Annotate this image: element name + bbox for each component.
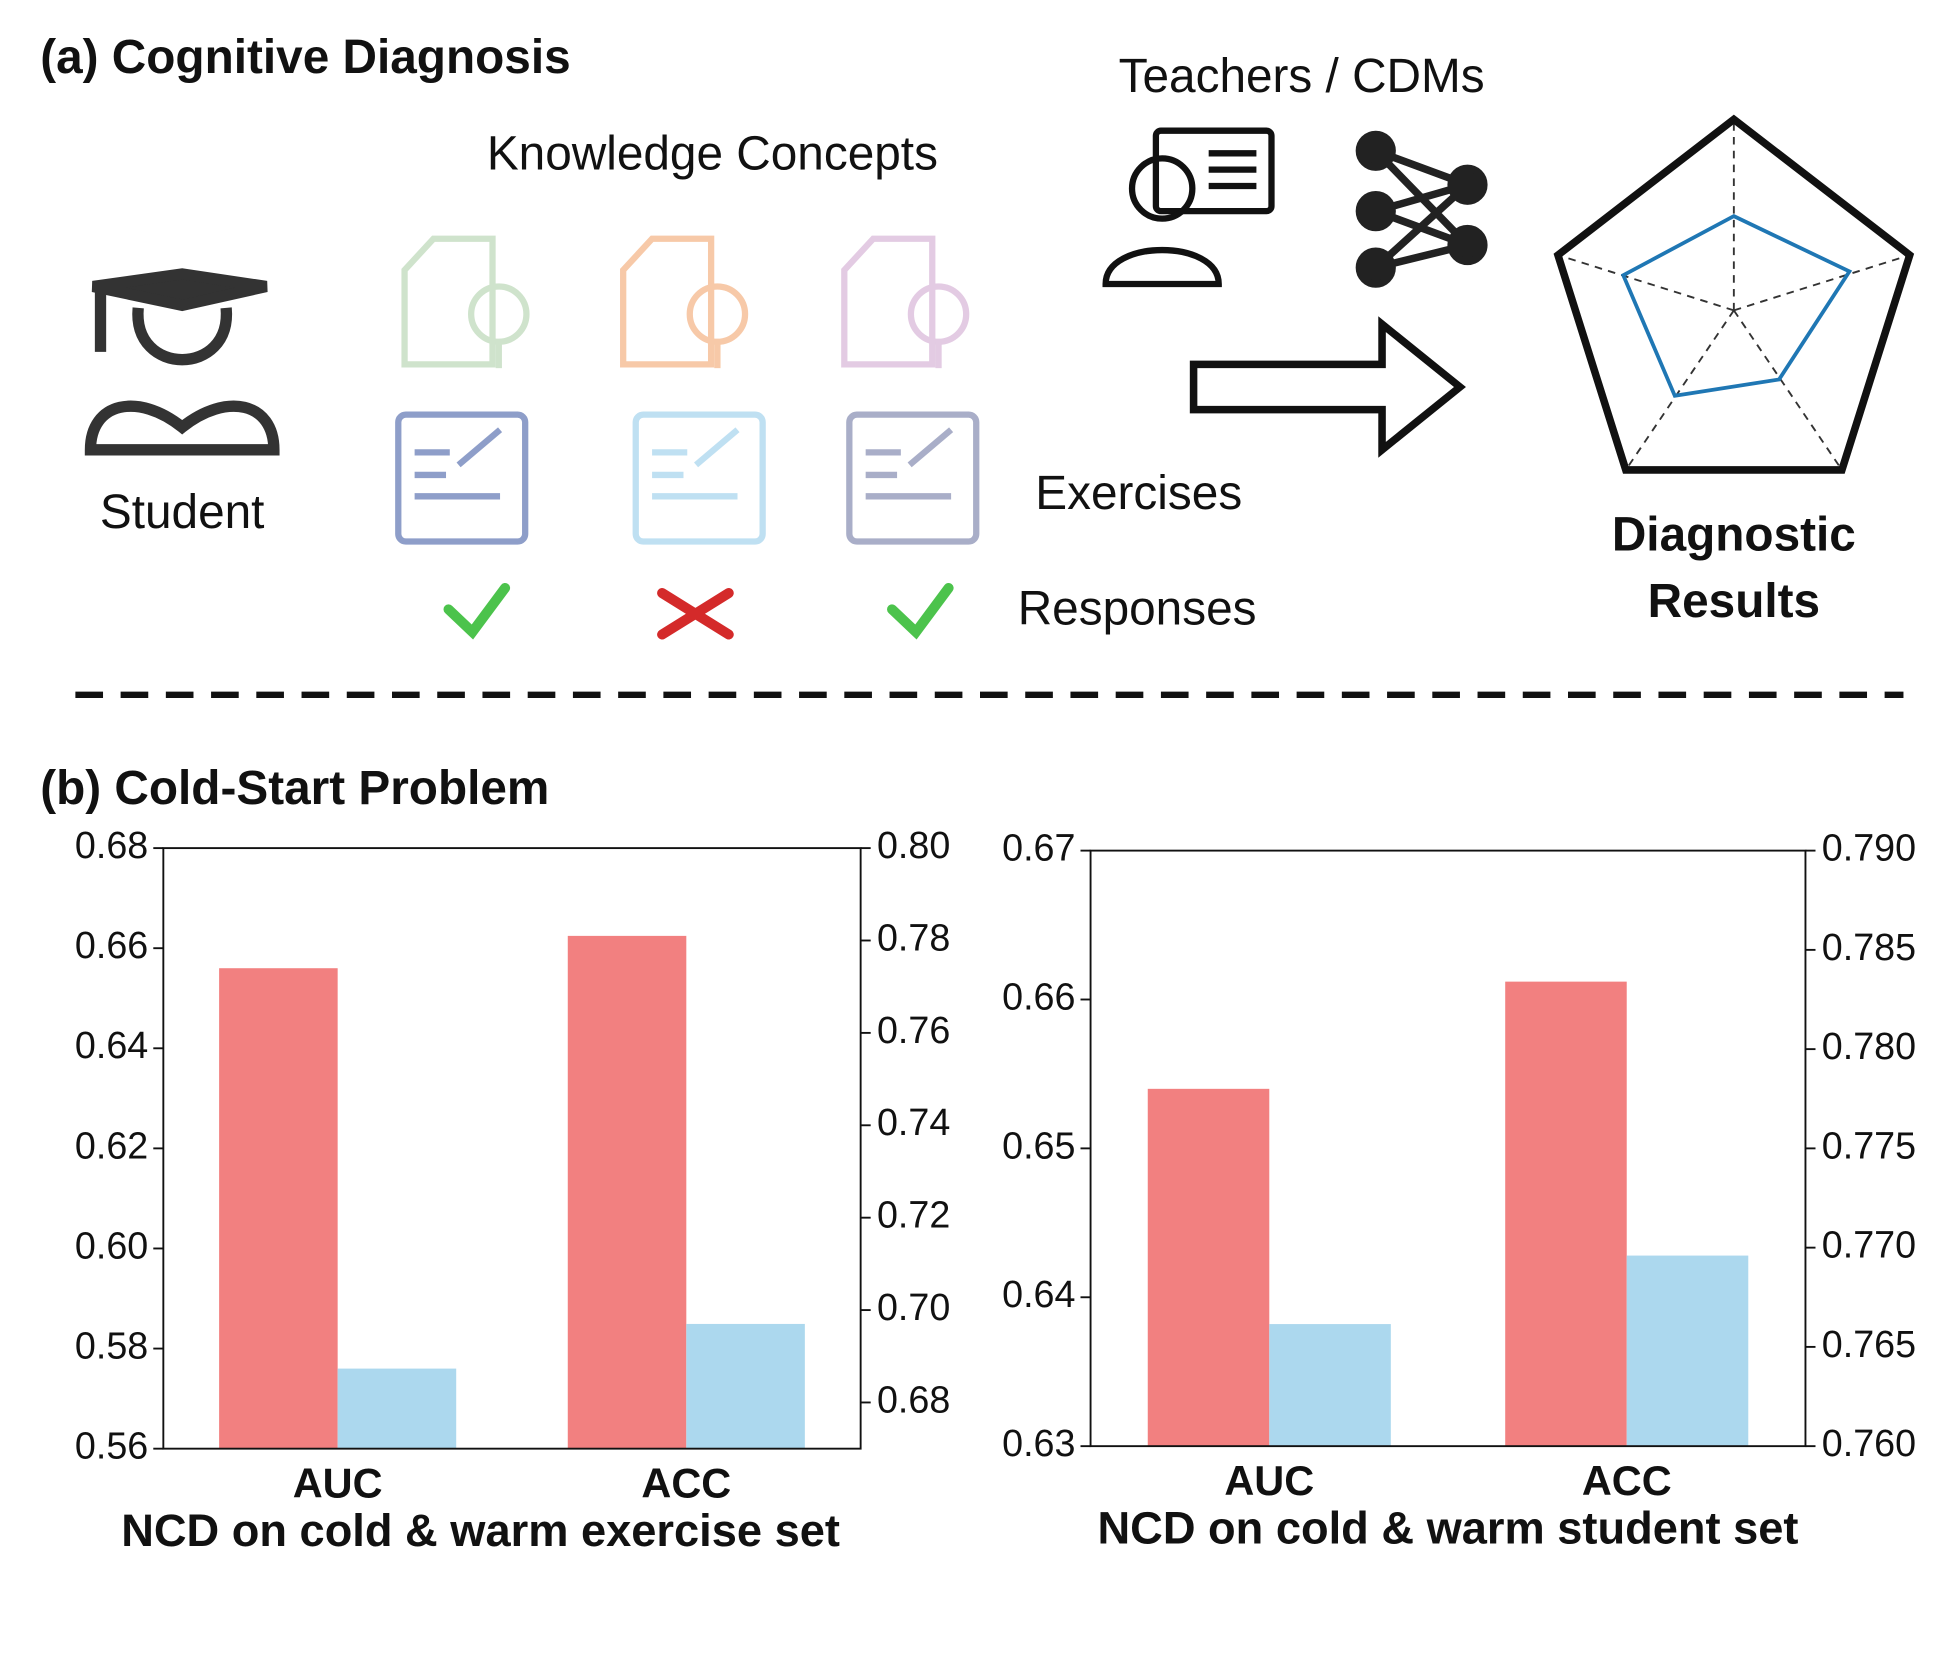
bar — [686, 1323, 805, 1449]
x-tick-label: ACC — [1582, 1457, 1672, 1504]
y2-tick-label: 0.790 — [1822, 827, 1916, 869]
x-tick-label: AUC — [1224, 1457, 1314, 1504]
x-tick-label: AUC — [293, 1459, 383, 1506]
y-tick-label: 0.65 — [1002, 1124, 1075, 1166]
y-tick-label: 0.64 — [75, 1024, 148, 1066]
bar — [1626, 1255, 1749, 1447]
radar — [1553, 114, 1915, 474]
exercise-icons — [395, 411, 980, 545]
y-tick-label: 0.66 — [75, 924, 148, 966]
label: Student — [100, 486, 265, 539]
label: Teachers / CDMs — [1119, 50, 1485, 103]
student-icon — [84, 268, 280, 456]
label: Knowledge Concepts — [487, 128, 938, 181]
y2-tick-label: 0.76 — [877, 1009, 950, 1051]
concept-icons — [401, 235, 970, 369]
teacher-icon — [1102, 127, 1275, 288]
bar — [1269, 1324, 1391, 1447]
y-tick-label: 0.66 — [1002, 975, 1075, 1017]
y2-tick-label: 0.765 — [1822, 1323, 1916, 1365]
label: Diagnostic — [1612, 508, 1856, 561]
bar — [219, 968, 338, 1449]
y-tick-label: 0.58 — [75, 1325, 148, 1367]
y2-tick-label: 0.770 — [1822, 1224, 1916, 1266]
y-tick-label: 0.68 — [75, 824, 148, 866]
response-icons — [443, 583, 954, 640]
bar — [567, 935, 687, 1449]
bar — [337, 1368, 457, 1449]
label: Results — [1648, 575, 1820, 628]
y-tick-label: 0.62 — [75, 1124, 148, 1166]
bar — [1147, 1088, 1270, 1447]
y2-tick-label: 0.78 — [877, 916, 950, 958]
y2-tick-label: 0.74 — [877, 1101, 950, 1143]
label: Exercises — [1035, 467, 1242, 520]
y2-tick-label: 0.80 — [877, 824, 950, 866]
y-tick-label: 0.63 — [1002, 1422, 1075, 1464]
network-icon — [1355, 130, 1488, 288]
panel-title: (b) Cold-Start Problem — [40, 762, 549, 815]
y2-tick-label: 0.72 — [877, 1194, 950, 1236]
y2-tick-label: 0.760 — [1822, 1422, 1916, 1464]
y2-tick-label: 0.70 — [877, 1286, 950, 1328]
bar — [1505, 981, 1627, 1447]
y-tick-label: 0.56 — [75, 1425, 148, 1467]
arrow — [1189, 316, 1466, 458]
label: Responses — [1018, 583, 1257, 636]
panel-title: (a) Cognitive Diagnosis — [40, 31, 570, 84]
x-axis-title: NCD on cold & warm student set — [1098, 1503, 1799, 1554]
y2-tick-label: 0.780 — [1822, 1025, 1916, 1067]
x-tick-label: ACC — [641, 1459, 731, 1506]
y2-tick-label: 0.785 — [1822, 926, 1916, 968]
y-tick-label: 0.64 — [1002, 1273, 1075, 1315]
y-tick-label: 0.60 — [75, 1224, 148, 1266]
y2-tick-label: 0.775 — [1822, 1124, 1916, 1166]
x-axis-title: NCD on cold & warm exercise set — [121, 1505, 840, 1556]
y2-tick-label: 0.68 — [877, 1378, 950, 1420]
y-tick-label: 0.67 — [1002, 827, 1075, 869]
